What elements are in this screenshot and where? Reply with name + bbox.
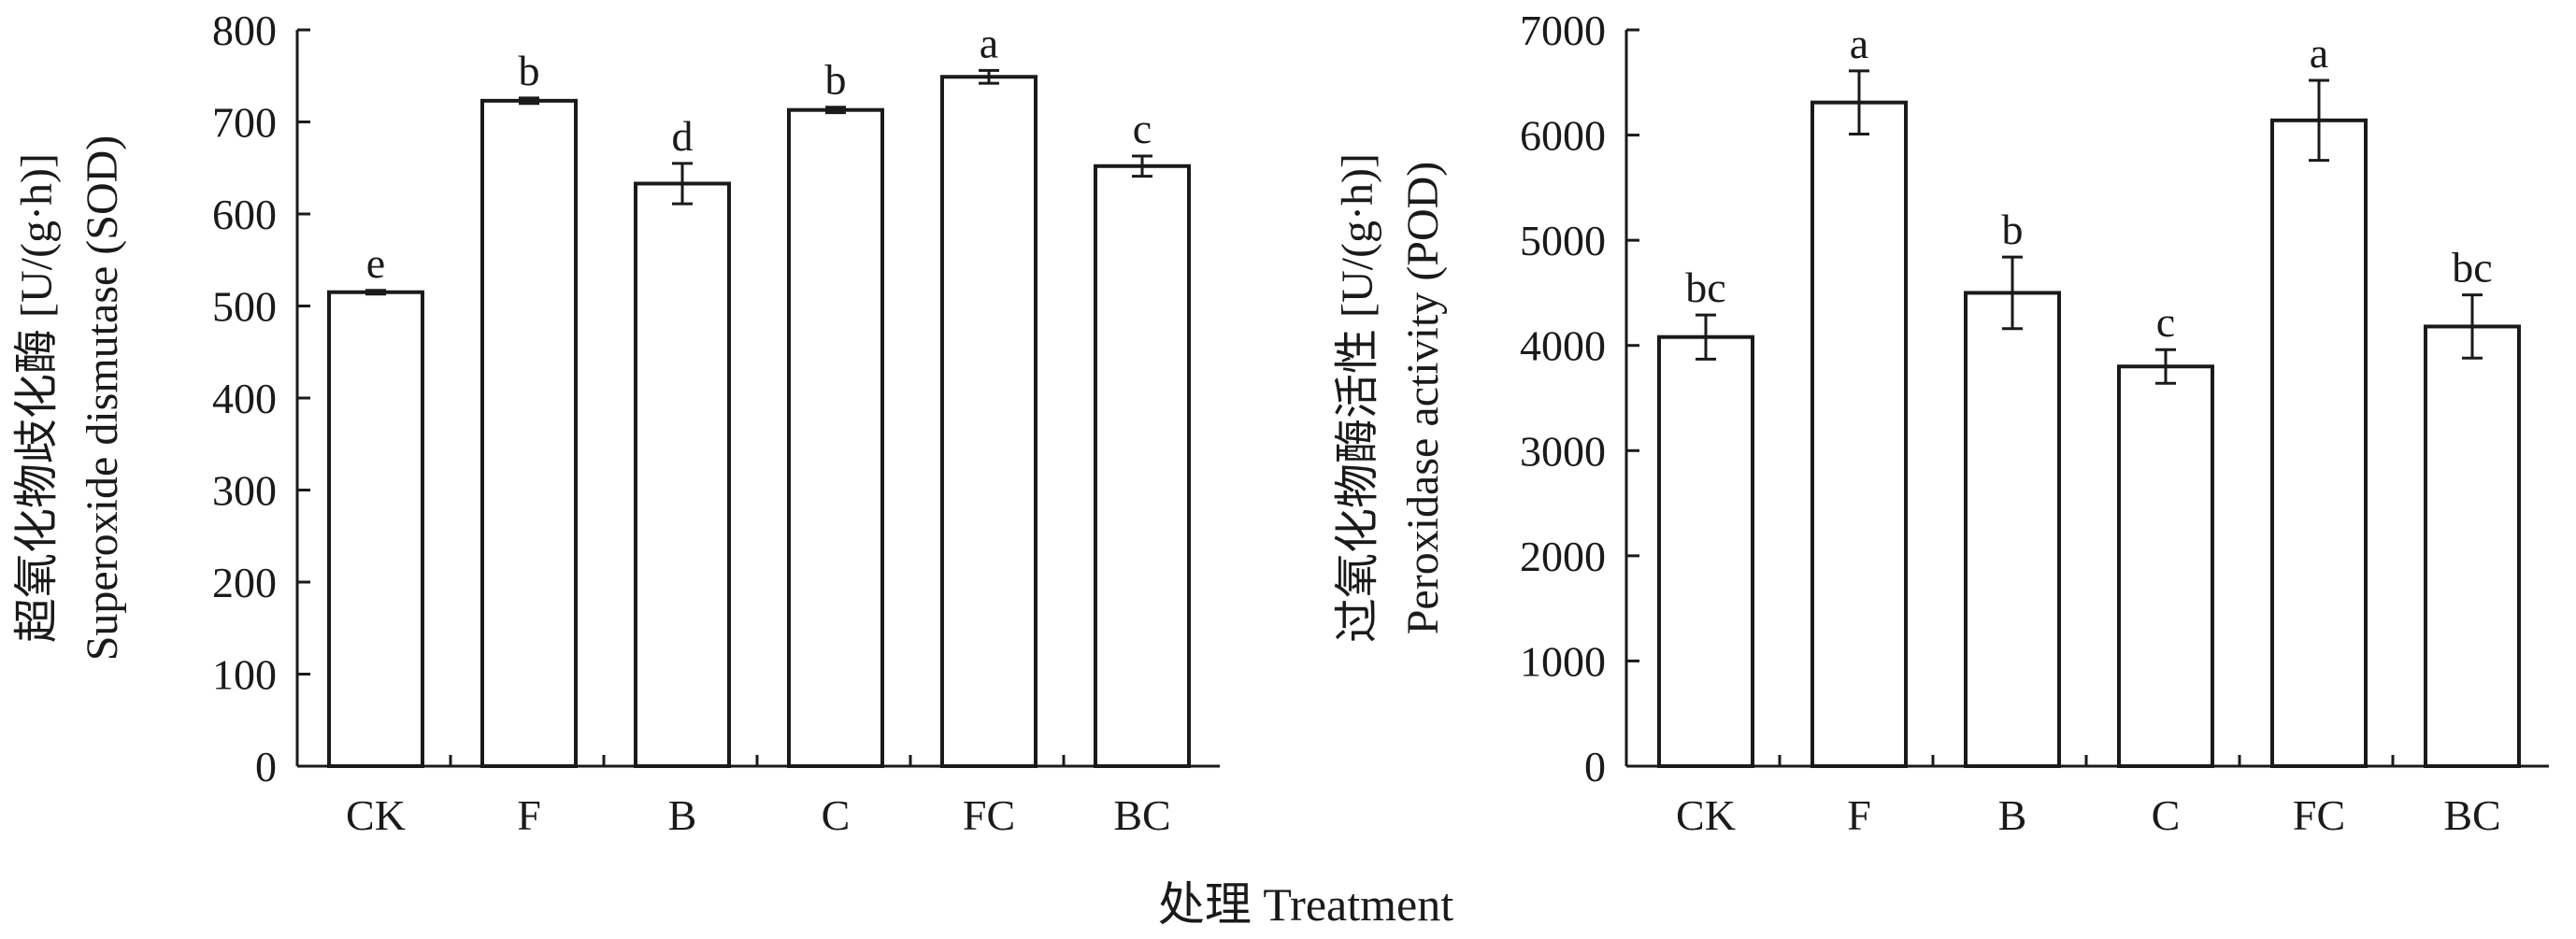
y-tick-label: 5000 [1520, 217, 1606, 264]
y-tick-label: 500 [212, 283, 277, 331]
x-tick-label: F [1847, 791, 1871, 839]
y-tick-label: 2000 [1520, 533, 1606, 580]
bar [1964, 291, 2061, 768]
significance-label: b [519, 47, 540, 94]
x-tick-label: C [2152, 791, 2181, 839]
y-axis-title-en: Superoxide dismutase (SOD) [78, 135, 127, 662]
x-tick-label: B [1998, 791, 2027, 839]
bar [327, 290, 424, 768]
bar [480, 98, 578, 769]
significance-label: bc [1685, 263, 1725, 311]
x-tick-label: CK [1676, 791, 1736, 839]
x-axis-title: 处理 Treatment [1158, 878, 1453, 931]
y-tick-label: 600 [212, 191, 277, 238]
y-axis-title-en: Peroxidase activity (POD) [1398, 162, 1448, 635]
bar [940, 75, 1038, 769]
x-tick-label: B [668, 791, 697, 839]
y-tick-label: 400 [212, 375, 277, 422]
y-axis-title-cn: 过氧化物酶活性 [U/(g·h)] [1333, 153, 1382, 643]
y-axis-title-cn: 超氧化物歧化酶 [U/(g·h)] [12, 153, 62, 643]
significance-label: b [2002, 206, 2024, 253]
y-tick-label: 4000 [1520, 322, 1606, 370]
y-tick-label: 0 [255, 743, 277, 790]
significance-label: e [366, 239, 385, 287]
significance-label: a [1850, 20, 1868, 67]
bar [1810, 100, 1908, 769]
bar [1094, 164, 1191, 768]
x-tick-label: BC [1113, 791, 1170, 839]
x-tick-label: CK [346, 791, 406, 839]
x-tick-label: C [822, 791, 851, 839]
x-tick-label: FC [2293, 791, 2345, 839]
y-tick-label: 7000 [1520, 7, 1606, 54]
bar [634, 181, 731, 768]
y-tick-label: 100 [212, 651, 277, 699]
x-tick-label: FC [963, 791, 1015, 839]
bar [2117, 364, 2214, 768]
significance-label: bc [2452, 244, 2492, 292]
significance-label: c [2156, 298, 2175, 346]
significance-label: a [980, 19, 998, 66]
y-tick-label: 300 [212, 467, 277, 515]
bar [1657, 334, 1754, 768]
y-tick-label: 200 [212, 559, 277, 606]
x-tick-label: F [517, 791, 541, 839]
y-tick-label: 1000 [1520, 637, 1606, 685]
significance-label: c [1133, 105, 1152, 152]
sod-chart: 0 100 200 300 400 500 600 700 800 e CK b Fd Bb Ca FC c BC… [12, 7, 1220, 839]
y-tick-label: 6000 [1520, 112, 1606, 160]
y-tick-label: 3000 [1520, 427, 1606, 475]
y-tick-label: 0 [1584, 743, 1606, 790]
pod-chart: 0 1000 2000 3000 4000 5000 6000 7000 bc CK a Fb Bc Ca… [1333, 7, 2549, 839]
bar [787, 107, 884, 768]
bar [2424, 324, 2521, 768]
x-tick-label: BC [2443, 791, 2500, 839]
significance-label: a [2310, 29, 2328, 77]
y-tick-label: 700 [212, 99, 277, 147]
bar [2270, 118, 2368, 769]
significance-label: d [672, 112, 694, 160]
y-tick-label: 800 [212, 7, 277, 54]
significance-label: b [825, 56, 847, 104]
